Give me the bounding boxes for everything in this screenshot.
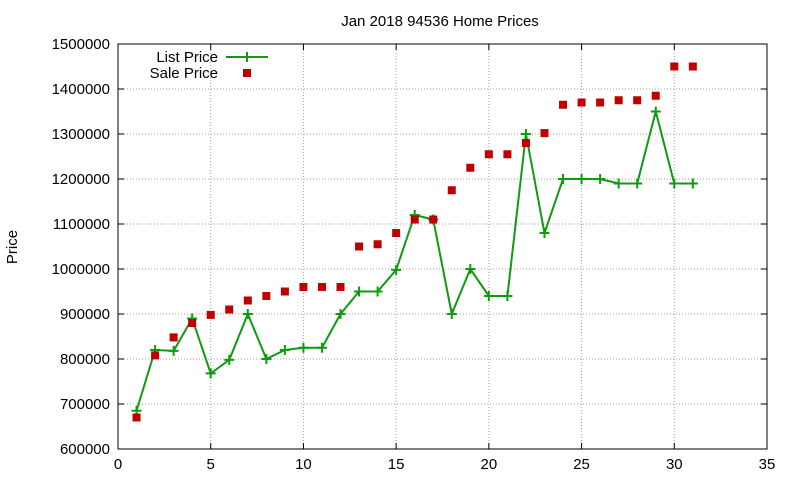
list-price-point — [520, 129, 531, 139]
list-price-point — [539, 228, 550, 238]
x-tick-label: 0 — [114, 456, 122, 473]
x-tick-label: 10 — [295, 456, 312, 473]
y-tick-label: 1400000 — [52, 81, 110, 98]
list-price-point — [465, 264, 476, 274]
sale-price-point — [559, 100, 568, 109]
list-price-point — [168, 345, 179, 356]
list-price-point — [242, 309, 253, 319]
list-price-point — [502, 291, 513, 301]
axis-ticks: 0 5 10 15 20 25 30 35 600000 700000 800000 900000 10… — [52, 36, 776, 473]
list-price-point — [595, 174, 606, 184]
sale-price-point — [225, 305, 234, 314]
list-price-point — [669, 178, 680, 189]
sale-price-point — [429, 215, 438, 224]
list-price-point — [224, 354, 235, 365]
y-tick-label: 900000 — [60, 306, 110, 323]
series-list-price — [131, 106, 698, 416]
list-price-point — [205, 368, 216, 379]
plot-frame — [117, 43, 768, 450]
sale-price-point — [466, 163, 475, 172]
sale-price-point — [596, 98, 605, 107]
legend-swatch-marker — [243, 69, 251, 77]
sale-price-point — [521, 139, 530, 147]
list-price-point — [335, 309, 346, 319]
sale-price-point — [614, 96, 623, 105]
sale-price-point — [410, 215, 419, 224]
sale-price-point — [299, 283, 308, 291]
x-tick-label: 15 — [388, 456, 405, 473]
list-price-point — [446, 309, 457, 319]
x-tick-label: 35 — [759, 456, 776, 473]
sale-price-point — [651, 91, 660, 100]
sale-price-point — [392, 229, 401, 237]
sale-price-point — [262, 292, 271, 300]
sale-price-point — [280, 287, 289, 296]
chart-title: Jan 2018 94536 Home Prices — [341, 13, 539, 30]
sale-price-point — [688, 62, 697, 71]
legend-label: List Price — [156, 49, 218, 66]
list-price-point — [298, 342, 309, 353]
sale-price-point — [336, 283, 345, 291]
sale-price-point — [206, 310, 215, 319]
list-price-point — [279, 345, 290, 355]
sale-price-point — [188, 319, 197, 327]
y-tick-label: 1200000 — [52, 171, 110, 188]
list-price-point — [650, 106, 661, 117]
list-price-point — [391, 264, 402, 275]
list-price-point — [372, 286, 383, 297]
sale-price-point — [132, 413, 141, 422]
sale-price-point — [169, 333, 178, 342]
y-tick-label: 600000 — [60, 441, 110, 458]
sale-price-point — [633, 96, 642, 105]
x-tick-label: 25 — [573, 456, 590, 473]
list-price-point — [687, 178, 698, 189]
x-tick-label: 5 — [207, 456, 215, 473]
sale-price-point — [503, 150, 512, 159]
y-axis-label: Price — [4, 230, 21, 264]
sale-price-point — [484, 150, 493, 159]
list-price-point — [316, 342, 327, 353]
y-tick-label: 700000 — [60, 396, 110, 413]
list-price-point — [576, 174, 587, 184]
list-price-point — [483, 291, 494, 301]
x-tick-label: 30 — [666, 456, 683, 473]
y-tick-label: 1500000 — [52, 36, 110, 53]
y-tick-label: 1100000 — [53, 216, 110, 233]
sale-price-point — [243, 296, 252, 305]
y-tick-label: 1300000 — [52, 126, 110, 143]
sale-price-point — [355, 242, 364, 251]
list-price-point — [632, 178, 643, 189]
sale-price-point — [670, 62, 679, 71]
list-price-point — [261, 354, 272, 364]
legend-swatch-marker — [242, 52, 252, 62]
y-tick-label: 1000000 — [52, 261, 110, 278]
list-price-point — [613, 178, 624, 189]
sale-price-point — [447, 186, 456, 195]
x-tick-label: 20 — [481, 456, 498, 473]
sale-price-point — [317, 283, 326, 291]
list-price-point — [354, 286, 365, 297]
sale-price-point — [373, 240, 382, 249]
legend-label: Sale Price — [150, 65, 218, 82]
plot-area — [131, 62, 698, 422]
sale-price-point — [151, 351, 160, 360]
y-tick-label: 800000 — [60, 351, 110, 368]
series-sale-price — [132, 62, 697, 422]
sale-price-point — [540, 129, 549, 138]
sale-price-point — [577, 98, 586, 107]
list-price-point — [558, 174, 569, 184]
